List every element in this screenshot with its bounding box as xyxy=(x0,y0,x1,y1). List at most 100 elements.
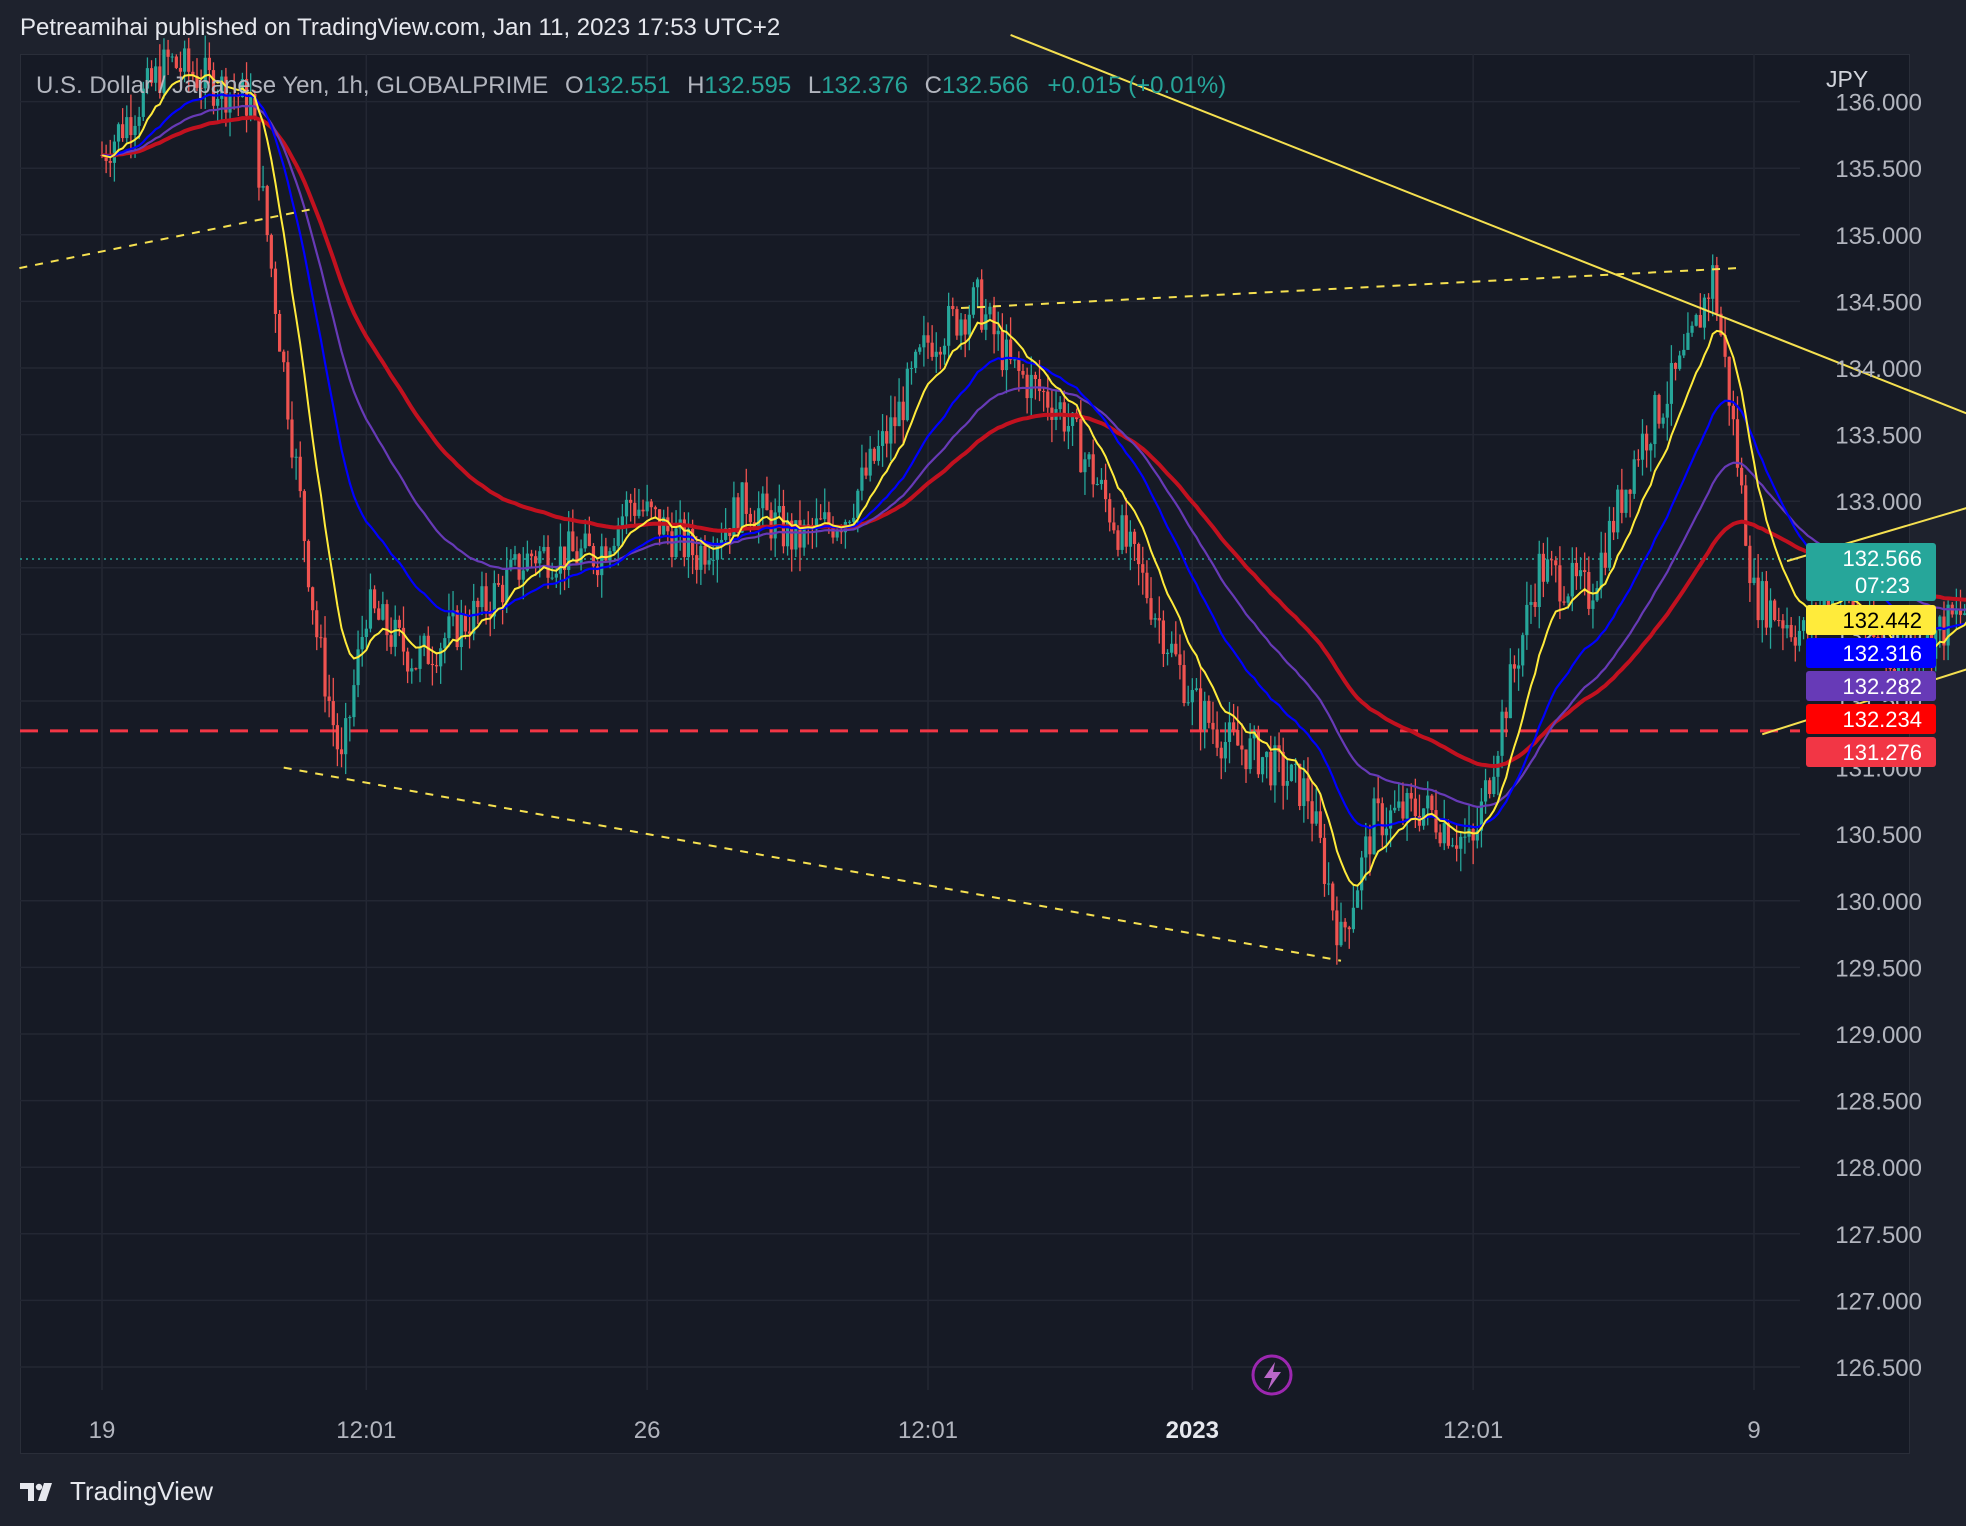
candle-body xyxy=(430,663,434,666)
candle-body xyxy=(1095,483,1099,485)
candle-body xyxy=(620,516,624,526)
candle-body xyxy=(901,401,905,421)
candle-body xyxy=(653,507,658,510)
candle-body xyxy=(311,587,315,611)
candle-body xyxy=(616,525,620,546)
price-tick-label: 128.500 xyxy=(1835,1089,1922,1116)
candle-body xyxy=(757,508,761,527)
candle-body xyxy=(823,512,827,520)
high-label: H xyxy=(687,72,705,99)
candle-body xyxy=(1207,700,1211,723)
candle-body xyxy=(1198,688,1203,730)
time-tick-label: 26 xyxy=(634,1417,661,1444)
candle-body xyxy=(443,638,447,649)
candle-body xyxy=(1492,776,1496,795)
candle-body xyxy=(1298,763,1302,807)
candle-body xyxy=(455,610,459,648)
candle-body xyxy=(344,718,348,755)
candle-body xyxy=(1083,459,1087,473)
price-tick-label: 126.500 xyxy=(1835,1355,1922,1382)
candle-body xyxy=(645,501,649,512)
main-downtrend-line xyxy=(1010,34,1966,415)
candle-body xyxy=(736,497,740,533)
candle-body xyxy=(649,501,653,508)
candle-body xyxy=(1566,596,1570,603)
candle-body xyxy=(298,456,302,492)
candle-body xyxy=(1170,643,1174,653)
candle-body xyxy=(934,351,938,357)
price-tag-bg xyxy=(1806,671,1936,701)
candle-body xyxy=(1112,522,1116,531)
candle-body xyxy=(971,287,976,315)
chart-panel[interactable] xyxy=(20,54,1910,1454)
candle-body xyxy=(1289,764,1294,781)
candle-body xyxy=(154,66,158,83)
candle-body xyxy=(670,531,674,558)
time-tick-label: 9 xyxy=(1747,1417,1760,1444)
price-tick-label: 134.500 xyxy=(1835,289,1922,316)
ma-long-line xyxy=(101,115,1966,769)
candle-body xyxy=(286,362,290,420)
candle-body xyxy=(360,637,364,650)
candle-body xyxy=(1120,515,1124,550)
candle-body xyxy=(282,351,286,363)
price-tag: 132.316 xyxy=(1806,638,1936,668)
candle-body xyxy=(401,627,406,652)
price-tag: 132.442 xyxy=(1806,605,1936,635)
candle-body xyxy=(426,635,430,664)
candle-body xyxy=(1033,374,1037,380)
candle-body xyxy=(327,696,331,702)
candle-body xyxy=(1706,297,1711,299)
footer-brand[interactable]: TradingView xyxy=(20,1476,213,1507)
candle-body xyxy=(183,48,187,72)
price-tick-label: 127.500 xyxy=(1835,1222,1922,1249)
candle-body xyxy=(1149,598,1153,620)
candle-body xyxy=(1153,618,1157,620)
candle-body xyxy=(641,509,645,512)
candle-body xyxy=(546,546,550,578)
candle-body xyxy=(1397,801,1401,808)
grid xyxy=(20,54,1800,1390)
candle-body xyxy=(1269,751,1273,786)
price-tick-label: 129.000 xyxy=(1835,1022,1922,1049)
candle-body xyxy=(162,49,166,93)
candle-body xyxy=(1194,688,1199,690)
candle-body xyxy=(178,67,183,72)
candle-body xyxy=(1302,778,1306,807)
candle-body xyxy=(1611,520,1616,533)
candle-body xyxy=(1058,402,1062,410)
candle-body xyxy=(1417,816,1422,826)
candle-body xyxy=(624,499,629,517)
candle-body xyxy=(1640,433,1645,460)
candle-body xyxy=(703,545,707,565)
candle-body xyxy=(1066,426,1071,432)
candle-body xyxy=(947,305,951,346)
candle-body xyxy=(955,309,959,336)
candle-body xyxy=(835,530,839,538)
candle-body xyxy=(1037,379,1042,392)
candle-body xyxy=(918,347,922,352)
candle-body xyxy=(980,279,984,330)
candle-body xyxy=(1616,489,1620,533)
currency-label[interactable]: JPY xyxy=(1826,66,1869,92)
candle-body xyxy=(1236,729,1240,746)
candle-body xyxy=(542,546,546,552)
candle-body xyxy=(195,75,199,88)
lightning-icon[interactable] xyxy=(1251,1354,1293,1396)
candle-body xyxy=(385,604,389,636)
candle-body xyxy=(1661,417,1665,424)
tradingview-logo-icon xyxy=(20,1482,52,1501)
symbol-legend[interactable]: U.S. Dollar / Japanese Yen, 1h, GLOBALPR… xyxy=(36,72,1226,100)
candle-body xyxy=(484,586,488,611)
close-value: 132.566 xyxy=(941,72,1029,99)
price-axis[interactable]: 126.500 127.000 127.500 128.000 128.500 129.0… xyxy=(1835,90,1922,1382)
candle-body xyxy=(1103,479,1108,500)
candle-body xyxy=(558,546,563,574)
candle-body xyxy=(315,610,319,638)
ma-slow-line xyxy=(101,104,1966,809)
candle-body xyxy=(1203,700,1207,730)
candle-body xyxy=(596,566,600,576)
